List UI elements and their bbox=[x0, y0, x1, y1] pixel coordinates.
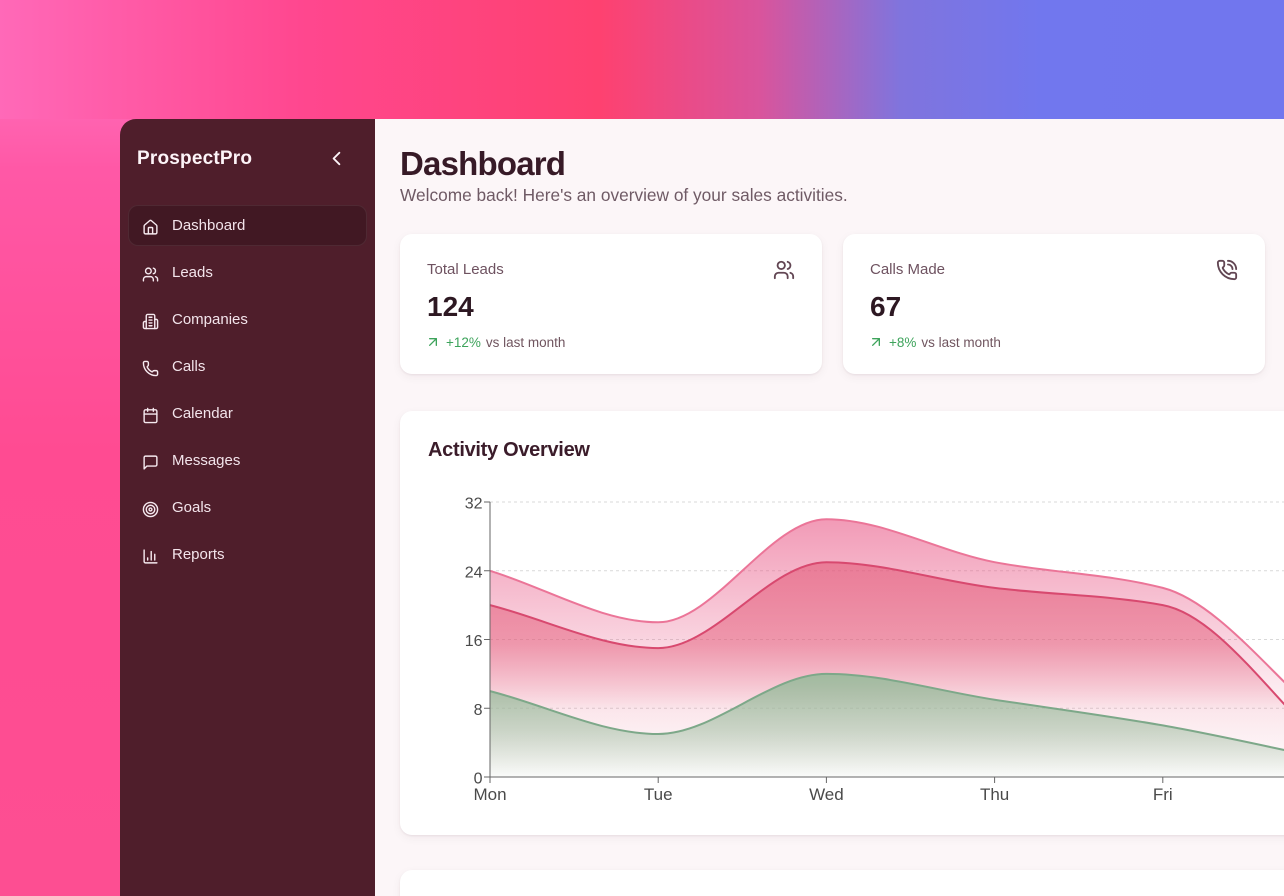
svg-text:32: 32 bbox=[465, 496, 483, 513]
svg-text:Wed: Wed bbox=[809, 785, 844, 804]
svg-text:Fri: Fri bbox=[1153, 785, 1173, 804]
svg-text:0: 0 bbox=[474, 771, 483, 788]
svg-text:Thu: Thu bbox=[980, 785, 1009, 804]
svg-text:24: 24 bbox=[465, 564, 483, 581]
svg-text:Tue: Tue bbox=[644, 785, 673, 804]
svg-text:16: 16 bbox=[465, 633, 483, 650]
svg-text:Mon: Mon bbox=[473, 785, 506, 804]
svg-text:8: 8 bbox=[474, 702, 483, 719]
